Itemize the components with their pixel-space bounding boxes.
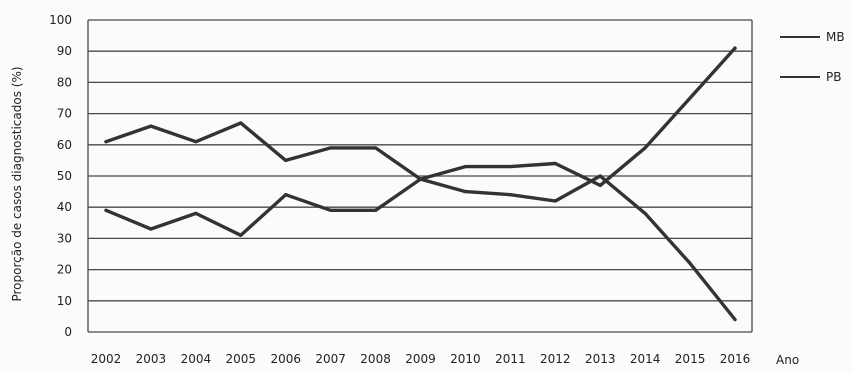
data-point-mb — [508, 165, 512, 169]
series-lines — [104, 46, 737, 322]
data-point-pb — [373, 146, 378, 150]
data-point-pb — [598, 174, 602, 178]
x-tick-label: 2003 — [136, 352, 167, 366]
data-point-mb — [598, 183, 602, 187]
x-tick-labels: 2002 2003 2004 2005 2006 2007 2008 2009 2010 2011… — [91, 352, 751, 366]
data-point-mb — [463, 165, 468, 169]
data-point-mb — [643, 146, 647, 150]
y-tick-label: 20 — [57, 263, 72, 277]
y-tick-label: 10 — [57, 294, 72, 308]
data-point-pb — [194, 140, 198, 144]
data-point-pb — [284, 158, 288, 162]
x-tick-label: 2014 — [630, 352, 661, 366]
y-tick-labels: 0 10 20 30 40 50 60 70 80 90 100 — [49, 13, 72, 339]
x-tick-label: 2008 — [360, 352, 391, 366]
x-tick-label: 2002 — [91, 352, 122, 366]
data-point-pb — [149, 124, 153, 128]
x-tick-label: 2015 — [675, 352, 706, 366]
data-point-mb — [239, 233, 243, 237]
y-tick-label: 100 — [49, 13, 72, 27]
data-point-pb — [733, 317, 737, 322]
x-tick-label: 2006 — [270, 352, 301, 366]
gridlines — [88, 19, 752, 333]
y-axis-title: Proporção de casos diagnosticados (%) — [10, 66, 24, 301]
data-point-mb — [373, 208, 378, 212]
data-point-pb — [553, 199, 557, 203]
x-tick-label: 2016 — [720, 352, 751, 366]
data-point-mb — [149, 227, 153, 231]
data-point-mb — [284, 193, 288, 197]
data-point-pb — [643, 211, 647, 216]
x-tick-label: 2004 — [181, 352, 212, 366]
y-tick-label: 50 — [57, 169, 72, 183]
legend: MB PB — [780, 30, 845, 84]
x-tick-label: 2012 — [540, 352, 571, 366]
x-tick-label: 2005 — [226, 352, 257, 366]
x-axis-title: Ano — [776, 353, 799, 367]
legend-label-pb: PB — [826, 70, 841, 84]
y-tick-label: 40 — [57, 200, 72, 214]
data-point-pb — [688, 261, 692, 265]
data-point-pb — [239, 121, 243, 125]
data-point-mb — [194, 211, 198, 216]
data-point-mb — [329, 208, 333, 212]
y-tick-label: 90 — [57, 44, 72, 58]
plot-frame — [87, 20, 753, 332]
y-tick-label: 70 — [57, 107, 72, 121]
data-point-pb — [104, 140, 108, 144]
x-tick-label: 2007 — [315, 352, 346, 366]
y-tick-label: 60 — [57, 138, 72, 152]
data-point-pb — [418, 177, 423, 181]
legend-label-mb: MB — [826, 30, 845, 44]
x-tick-label: 2009 — [405, 352, 436, 366]
y-tick-label: 30 — [57, 231, 72, 245]
x-tick-label: 2010 — [450, 352, 481, 366]
data-point-pb — [329, 146, 333, 150]
x-tick-label: 2013 — [585, 352, 616, 366]
data-point-pb — [508, 193, 512, 197]
data-point-mb — [733, 46, 737, 50]
x-tick-label: 2011 — [495, 352, 526, 366]
data-point-mb — [553, 161, 557, 166]
data-point-mb — [104, 208, 108, 212]
y-tick-label: 0 — [64, 325, 72, 339]
data-point-pb — [463, 190, 468, 194]
data-point-mb — [688, 96, 692, 100]
y-tick-label: 80 — [57, 75, 72, 89]
